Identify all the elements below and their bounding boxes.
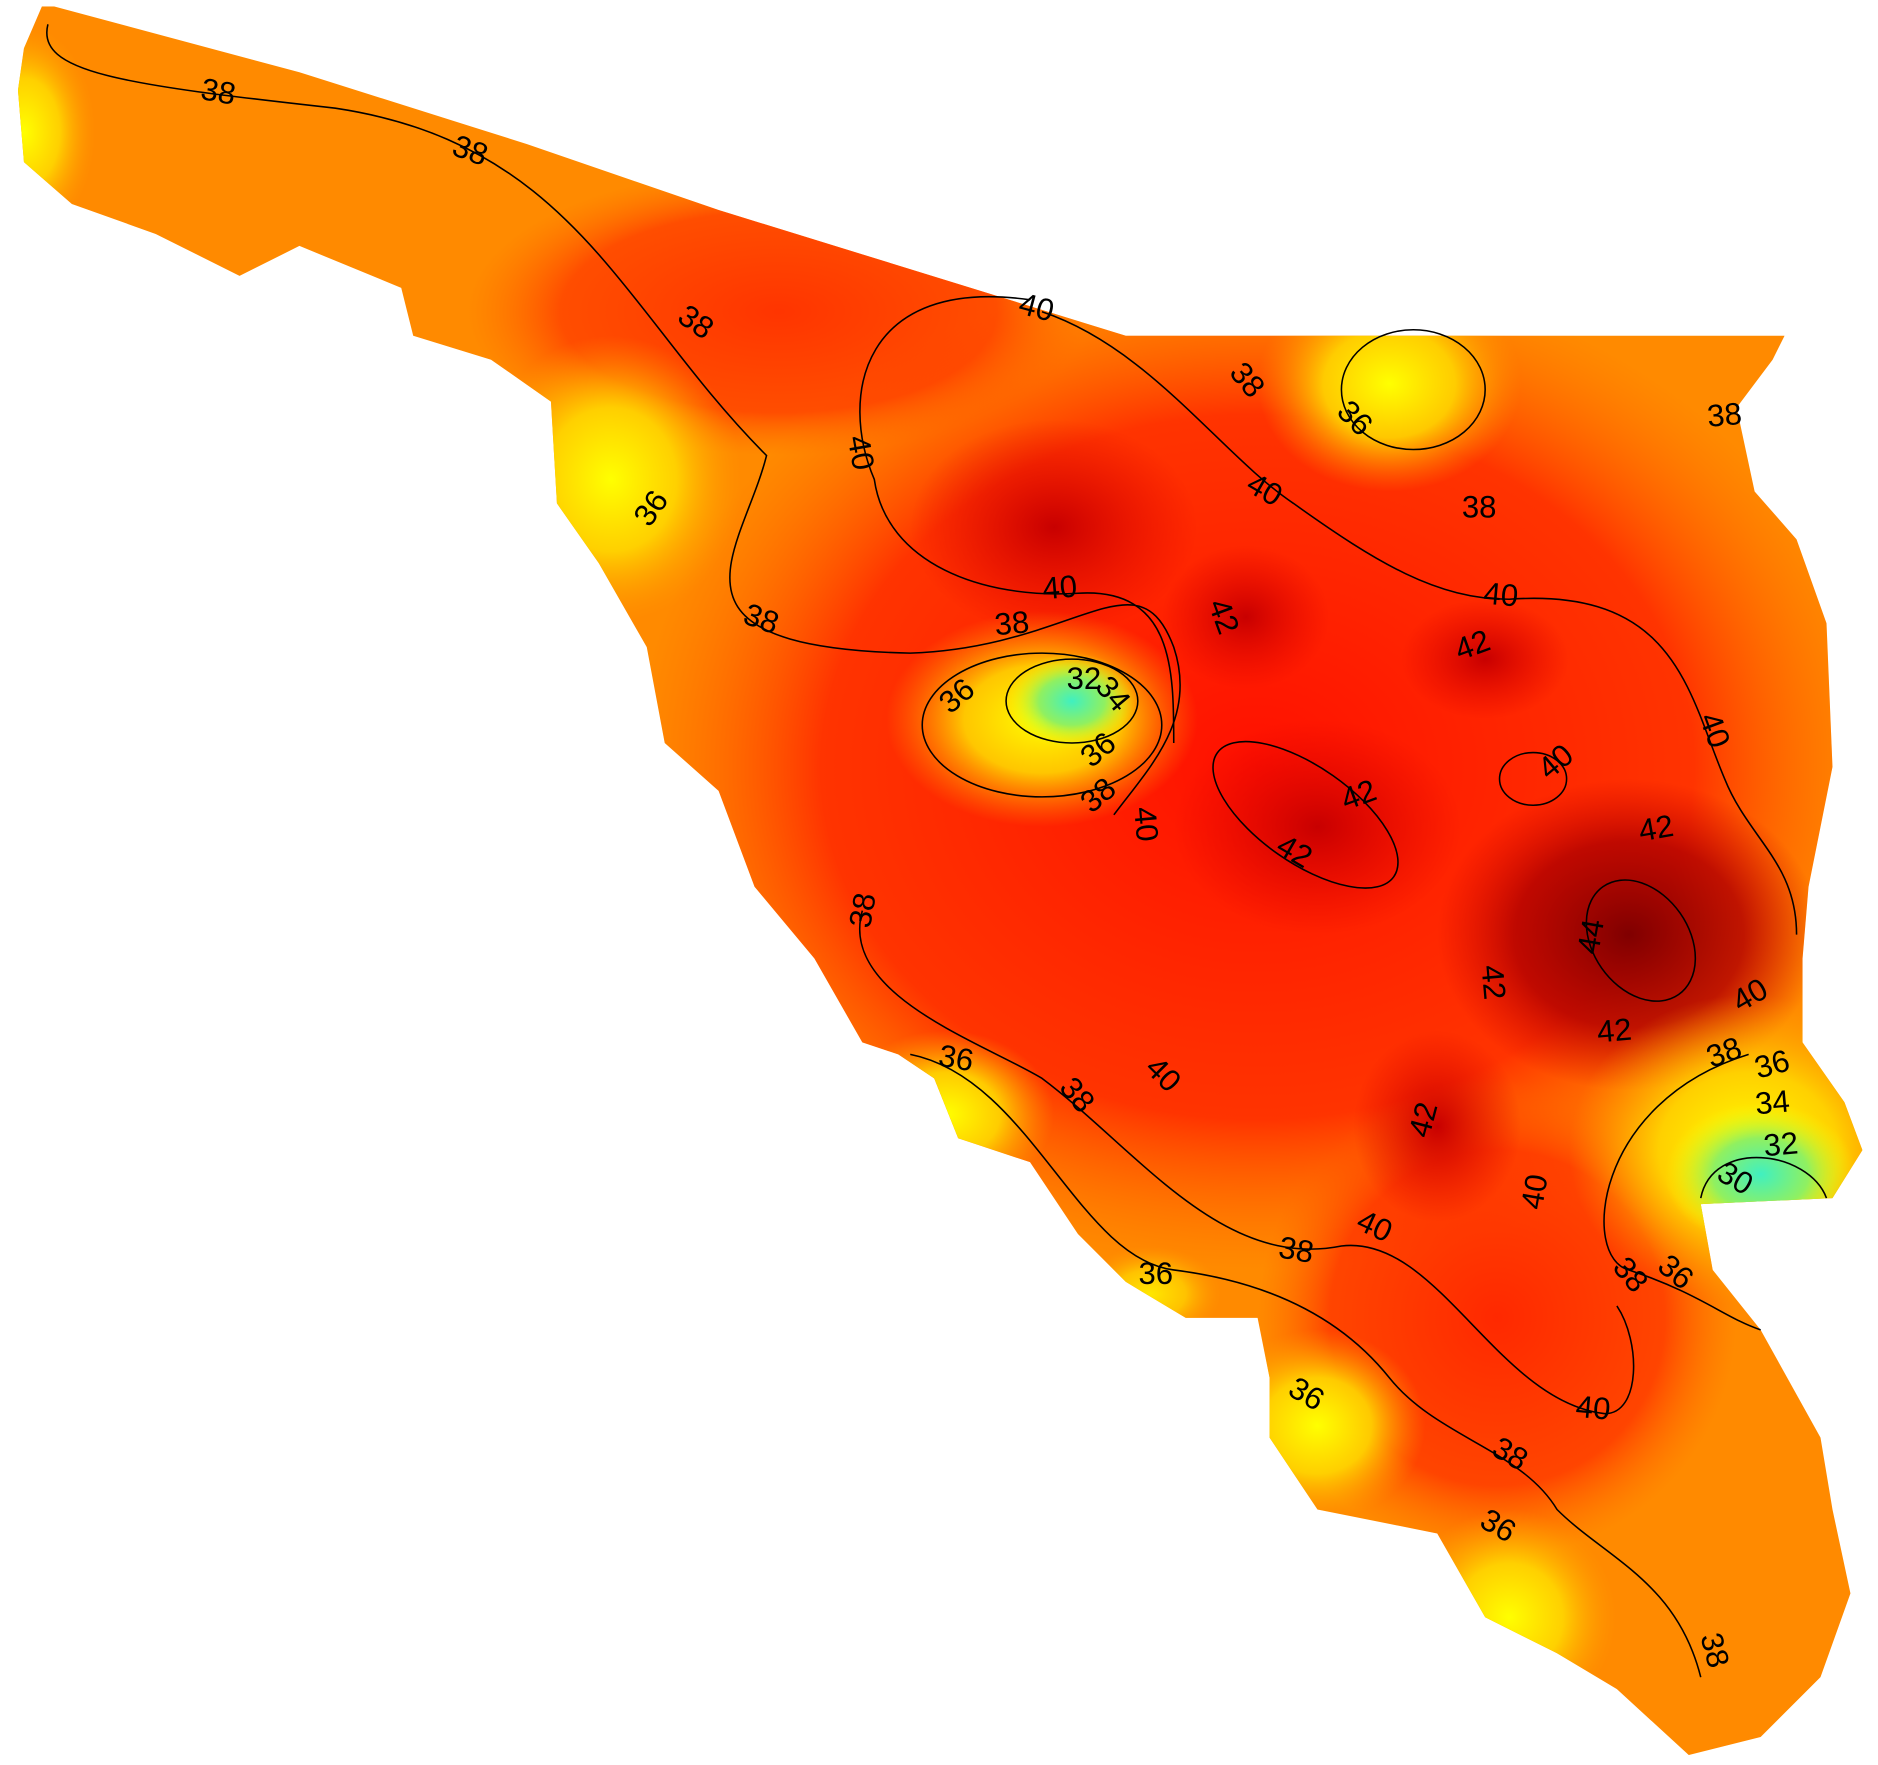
contour-label: 42 bbox=[1596, 1012, 1634, 1050]
contour-label: 40 bbox=[841, 433, 881, 473]
contour-label: 38 bbox=[1706, 396, 1744, 434]
isoline bbox=[1603, 1053, 1761, 1331]
contour-label: 38 bbox=[993, 604, 1031, 642]
isoline bbox=[921, 652, 1163, 798]
contour-label: 36 bbox=[1138, 1256, 1173, 1291]
contour-label: 40 bbox=[1041, 568, 1079, 606]
isoline bbox=[859, 910, 1635, 1415]
contour-label: 40 bbox=[1574, 1389, 1612, 1427]
contour-label: 34 bbox=[1754, 1083, 1792, 1121]
isoline bbox=[1005, 658, 1139, 744]
isoline bbox=[1340, 328, 1486, 451]
isolines bbox=[46, 24, 1828, 1678]
contour-label: 40 bbox=[1127, 805, 1165, 843]
contour-label: 38 bbox=[1276, 1230, 1316, 1270]
contour-label: 32 bbox=[1067, 661, 1102, 696]
isoline bbox=[910, 1053, 1702, 1678]
isoline bbox=[1585, 879, 1697, 1002]
isoline bbox=[1699, 1156, 1828, 1199]
isoline bbox=[46, 24, 1181, 816]
contour-label: 38 bbox=[1462, 490, 1497, 525]
contour-label: 42 bbox=[1636, 808, 1676, 848]
isoline bbox=[1212, 740, 1399, 889]
contour-label: 42 bbox=[1474, 964, 1512, 1002]
contour-label: 32 bbox=[1762, 1125, 1800, 1163]
contour-label: 36 bbox=[936, 1038, 976, 1078]
contour-label: 38 bbox=[198, 71, 238, 111]
contour-label: 38 bbox=[842, 890, 882, 930]
contour-label: 40 bbox=[1482, 576, 1520, 614]
isoline bbox=[1041, 311, 1798, 935]
isoline bbox=[859, 295, 1175, 743]
contour-label: 40 bbox=[1514, 1172, 1554, 1212]
isoline bbox=[1498, 751, 1568, 807]
contour-label: 44 bbox=[1570, 917, 1610, 957]
